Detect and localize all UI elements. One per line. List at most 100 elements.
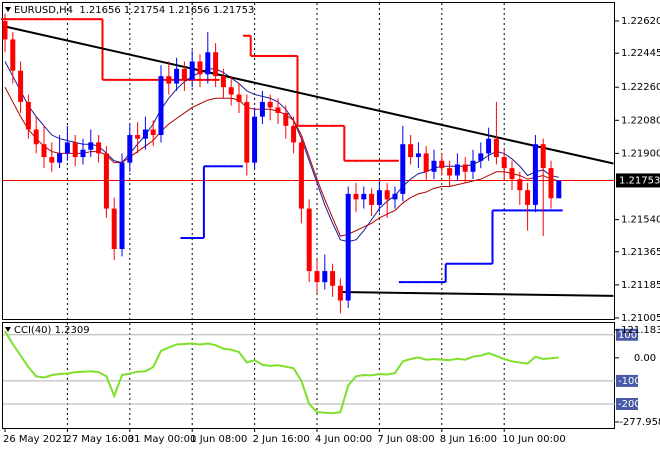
- price-label: 1.21753: [619, 175, 660, 186]
- candle-body: [111, 208, 117, 250]
- candle-body: [189, 61, 195, 80]
- candle-body: [10, 39, 16, 71]
- candle-body: [369, 193, 375, 205]
- indicator-title: CCI(40) 1.2309: [14, 325, 90, 336]
- candle-body: [291, 125, 297, 143]
- cci-panel: [2, 322, 615, 429]
- candle-body: [88, 142, 94, 150]
- x-tick-label: 1 Jun 08:00: [190, 434, 247, 445]
- candle-body: [439, 160, 445, 169]
- candle-body: [322, 271, 328, 283]
- candle-body: [252, 116, 258, 163]
- candle-body: [548, 168, 554, 199]
- candle-body: [25, 101, 31, 130]
- y-tick-label: 1.22080: [621, 115, 660, 126]
- candle-body: [556, 180, 562, 199]
- candle-body: [447, 168, 453, 176]
- candle-body: [314, 271, 320, 283]
- y-tick-label: 1.22445: [621, 48, 660, 59]
- y-tick-label: 1.21365: [621, 247, 660, 258]
- candle-body: [392, 193, 398, 200]
- candle-body: [166, 76, 172, 84]
- candle-body: [517, 179, 523, 191]
- x-tick-label: 31 May 00:00: [128, 434, 197, 445]
- candle-body: [96, 142, 102, 154]
- chart-title: EURUSD,H4 1.21656 1.21754 1.21656 1.2175…: [14, 5, 254, 16]
- y-tick-label: 1.21005: [621, 313, 660, 324]
- candle-body: [158, 76, 164, 136]
- level-box: [616, 374, 638, 387]
- x-tick-label: 4 Jun 00:00: [315, 434, 372, 445]
- price-box: [616, 173, 660, 188]
- candle-body: [478, 153, 484, 161]
- candle-body: [33, 129, 39, 145]
- candle-body: [2, 21, 8, 40]
- level-label: -100: [618, 376, 641, 387]
- y-tick-label: 1.22260: [621, 82, 660, 93]
- x-tick-label: 27 May 16:00: [65, 434, 134, 445]
- candle-body: [408, 144, 414, 158]
- candle-body: [423, 153, 429, 172]
- candle-body: [267, 101, 273, 108]
- candle-body: [415, 153, 421, 158]
- candle-body: [283, 112, 289, 126]
- candle-body: [142, 129, 148, 139]
- candle-body: [462, 164, 468, 172]
- candle-body: [119, 162, 125, 250]
- x-tick-label: 8 Jun 16:00: [440, 434, 497, 445]
- candle-body: [493, 138, 499, 158]
- trend-line: [340, 291, 614, 297]
- level-label: -200: [618, 399, 641, 410]
- y-tick-label: 0.00: [634, 353, 656, 364]
- candle-body: [353, 193, 359, 200]
- candle-body: [376, 190, 382, 205]
- candle-body: [57, 153, 63, 163]
- candle-body: [532, 144, 538, 205]
- candle-body: [181, 68, 187, 80]
- candle-body: [259, 101, 265, 117]
- candle-body: [501, 157, 507, 169]
- x-tick-label: 7 Jun 08:00: [377, 434, 434, 445]
- y-tick-label: 1.21540: [621, 215, 660, 226]
- candle-body: [244, 101, 250, 163]
- candle-body: [454, 164, 460, 176]
- x-tick-label: 2 Jun 16:00: [253, 434, 310, 445]
- candle-body: [213, 52, 219, 77]
- candle-body: [298, 142, 304, 209]
- candle-body: [220, 76, 226, 88]
- y-tick-label: 121.1834: [621, 325, 660, 336]
- menu-arrow: [5, 7, 11, 12]
- candle-body: [18, 70, 24, 102]
- candle-body: [540, 144, 546, 169]
- x-tick-label: 26 May 2021: [3, 434, 68, 445]
- candle-body: [275, 107, 281, 113]
- candle-body: [361, 193, 367, 200]
- candle-body: [49, 157, 55, 163]
- candle-body: [486, 138, 492, 154]
- candle-body: [197, 61, 203, 75]
- level-box: [616, 328, 638, 341]
- x-tick-label: 10 Jun 00:00: [502, 434, 566, 445]
- candle-body: [127, 135, 133, 163]
- candle-body: [525, 190, 531, 205]
- candle-body: [228, 87, 234, 95]
- level-label: 100: [618, 330, 637, 341]
- candle-body: [72, 142, 78, 158]
- trend-line: [4, 25, 614, 165]
- main-panel: [2, 2, 615, 320]
- y-tick-label: 1.21900: [621, 148, 660, 159]
- candle-body: [384, 190, 390, 200]
- cci-line: [4, 330, 559, 415]
- candle-body: [337, 285, 343, 301]
- candle-body: [431, 160, 437, 172]
- candle-body: [64, 142, 70, 154]
- level-box: [616, 398, 638, 410]
- candle-body: [306, 208, 312, 272]
- candle-body: [345, 193, 351, 301]
- y-tick-label: 1.22620: [621, 16, 660, 27]
- candle-body: [509, 168, 515, 180]
- candle-body: [236, 94, 242, 102]
- candle-body: [41, 144, 47, 158]
